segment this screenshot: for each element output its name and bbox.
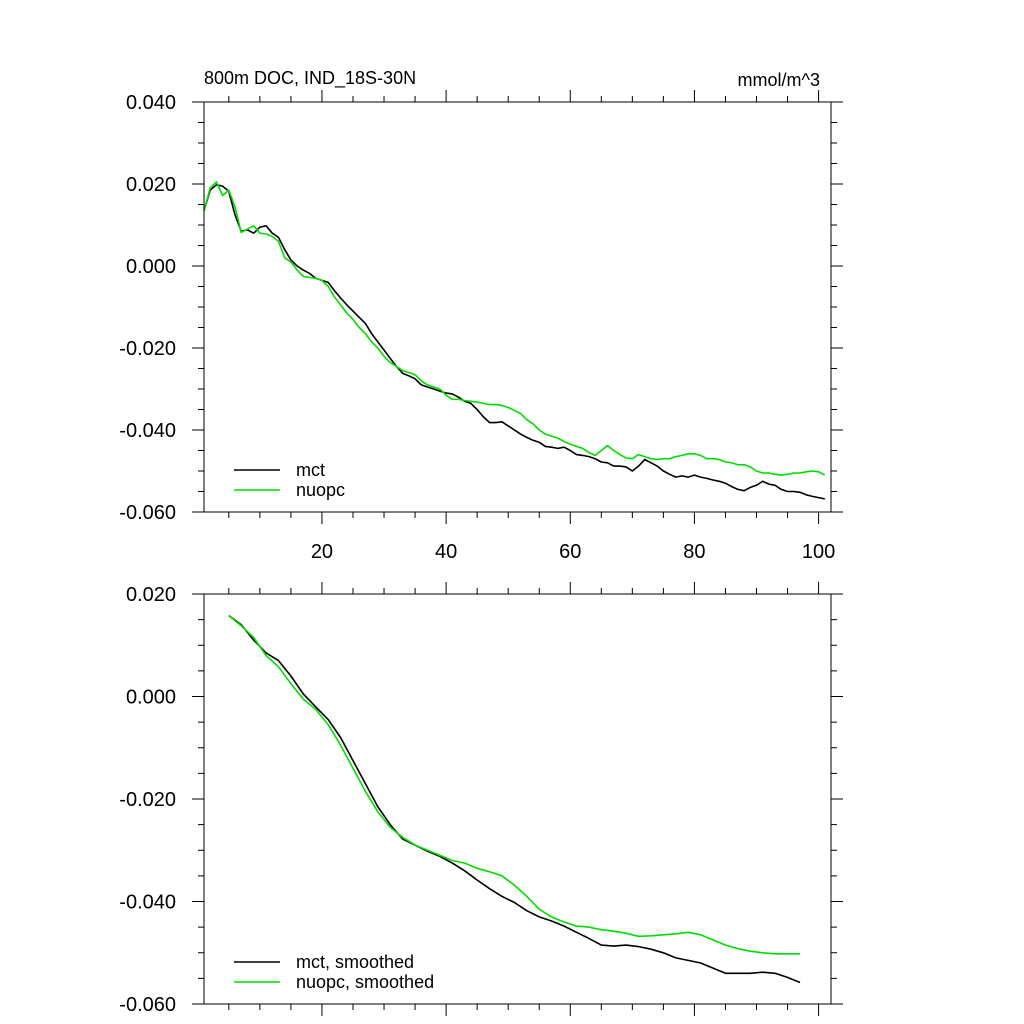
top-panel: 800m DOC, IND_18S-30N mmol/m^3 0.040 0.02… bbox=[119, 68, 843, 563]
series-line-nuopc-smoothed bbox=[228, 614, 800, 955]
y-tick-label: -0.020 bbox=[119, 338, 176, 360]
chart-title: 800m DOC, IND_18S-30N bbox=[204, 68, 416, 89]
tick-marks bbox=[192, 582, 843, 1016]
legend-label: mct, smoothed bbox=[296, 952, 414, 972]
y-tick-label: -0.040 bbox=[119, 420, 176, 442]
series-line-nuopc bbox=[203, 181, 826, 476]
x-tick-labels: 20 40 60 80 100 bbox=[311, 541, 835, 563]
y-tick-labels: 0.020 0.000 -0.020 -0.040 -0.060 bbox=[119, 584, 176, 1016]
bottom-panel: 0.020 0.000 -0.020 -0.040 -0.060 mct, smooth… bbox=[119, 582, 843, 1016]
x-tick-label: 100 bbox=[802, 541, 835, 563]
y-tick-label: 0.020 bbox=[126, 584, 176, 606]
y-tick-label: -0.060 bbox=[119, 502, 176, 524]
y-tick-label: 0.040 bbox=[126, 92, 176, 114]
legend-label: nuopc bbox=[296, 480, 345, 500]
series-line-mct-smoothed bbox=[228, 614, 801, 984]
x-tick-label: 60 bbox=[559, 541, 581, 563]
series-lines bbox=[203, 181, 826, 500]
y-tick-label: 0.020 bbox=[126, 174, 176, 196]
tick-marks bbox=[192, 90, 843, 524]
x-tick-label: 80 bbox=[683, 541, 705, 563]
units-label: mmol/m^3 bbox=[738, 70, 820, 90]
plot-frame bbox=[203, 593, 832, 1005]
y-tick-label: 0.000 bbox=[126, 256, 176, 278]
series-line-mct bbox=[203, 184, 825, 500]
y-tick-labels: 0.040 0.020 0.000 -0.020 -0.040 -0.060 bbox=[119, 92, 176, 524]
x-tick-label: 20 bbox=[311, 541, 333, 563]
y-tick-label: -0.040 bbox=[119, 892, 176, 914]
legend-label: nuopc, smoothed bbox=[296, 972, 434, 992]
y-tick-label: 0.000 bbox=[126, 687, 176, 709]
y-tick-label: -0.020 bbox=[119, 789, 176, 811]
y-tick-label: -0.060 bbox=[119, 994, 176, 1016]
legend-label: mct bbox=[296, 460, 325, 480]
plot-frame bbox=[203, 101, 832, 513]
x-tick-label: 40 bbox=[435, 541, 457, 563]
series-lines bbox=[228, 614, 801, 984]
